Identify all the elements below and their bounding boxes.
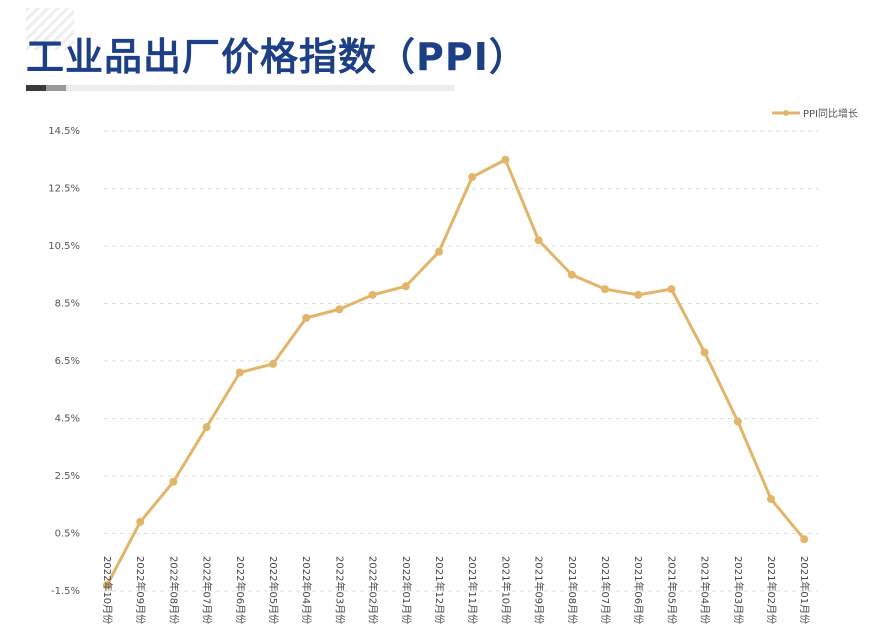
data-point[interactable] — [435, 247, 443, 256]
data-point[interactable] — [103, 581, 111, 590]
x-tick-label: 2021年10月份 — [499, 556, 512, 624]
x-tick-label: 2021年12月份 — [433, 556, 446, 624]
legend[interactable]: PPI同比增长 — [772, 107, 858, 120]
y-tick-label: 14.5% — [48, 126, 80, 137]
x-tick-label: 2022年05月份 — [267, 556, 280, 624]
x-axis-ticks: 2022年10月份 2022年09月份 2022年08月份 2022年07月份 2022… — [101, 556, 811, 624]
x-tick-label: 2022年08月份 — [167, 556, 180, 624]
data-point[interactable] — [767, 495, 775, 503]
y-tick-label: 2.5% — [55, 471, 80, 482]
data-point[interactable] — [136, 518, 145, 526]
series-line — [105, 158, 806, 586]
x-tick-label: 2021年02月份 — [765, 556, 778, 624]
data-point[interactable] — [202, 423, 211, 432]
data-point[interactable] — [800, 535, 809, 544]
decorative-hatch — [26, 8, 74, 50]
y-tick-label: 10.5% — [48, 241, 80, 252]
data-point[interactable] — [401, 282, 410, 291]
data-point[interactable] — [567, 270, 576, 279]
data-point[interactable] — [733, 417, 742, 426]
data-point[interactable] — [534, 236, 543, 245]
data-point[interactable] — [235, 368, 244, 377]
x-tick-label: 2021年09月份 — [533, 556, 546, 624]
x-tick-label: 2021年01月份 — [798, 556, 811, 624]
data-point[interactable] — [335, 305, 344, 314]
data-point[interactable] — [269, 359, 277, 368]
data-point[interactable] — [302, 313, 311, 322]
data-point[interactable] — [634, 290, 643, 299]
x-tick-label: 2021年04月份 — [699, 556, 712, 624]
grid-lines — [104, 130, 818, 592]
x-tick-label: 2022年07月份 — [201, 556, 214, 624]
y-tick-label: 4.5% — [55, 414, 80, 425]
y-tick-label: 6.5% — [55, 356, 80, 367]
data-point[interactable] — [368, 290, 377, 299]
y-axis-ticks: 14.5% 12.5% 10.5% 8.5% 6.5% 4.5% 2.5% 0.5% -1.5% — [48, 126, 80, 597]
y-tick-label: 8.5% — [55, 299, 80, 310]
data-point[interactable] — [700, 348, 709, 357]
x-tick-label: 2021年03月份 — [732, 556, 745, 624]
data-point[interactable] — [468, 173, 477, 181]
x-tick-label: 2022年04月份 — [300, 556, 313, 624]
x-tick-label: 2022年03月份 — [333, 556, 346, 624]
x-tick-label: 2021年11月份 — [466, 556, 479, 624]
x-tick-label: 2021年06月份 — [632, 556, 645, 624]
x-tick-label: 2022年06月份 — [234, 556, 247, 624]
title-underline — [26, 85, 454, 91]
page-title: 工业品出厂价格指数（PPI） — [26, 35, 528, 79]
title-underline-accent-grey — [46, 85, 66, 91]
x-tick-label: 2022年10月份 — [101, 556, 114, 624]
x-tick-label: 2022年09月份 — [134, 556, 147, 624]
y-tick-label: 12.5% — [48, 184, 80, 195]
series-layer — [103, 155, 809, 590]
x-tick-label: 2022年02月份 — [367, 556, 380, 624]
x-tick-label: 2022年01月份 — [400, 556, 413, 624]
data-point[interactable] — [501, 155, 510, 164]
x-tick-label: 2021年07月份 — [599, 556, 612, 624]
legend-marker — [783, 110, 789, 116]
data-point[interactable] — [169, 477, 178, 486]
y-tick-label: -1.5% — [51, 586, 80, 597]
title-underline-accent-dark — [26, 85, 46, 91]
data-point[interactable] — [667, 285, 676, 294]
legend-label: PPI同比增长 — [803, 107, 858, 120]
x-tick-label: 2021年05月份 — [665, 556, 678, 624]
x-tick-label: 2021年08月份 — [566, 556, 579, 624]
y-tick-label: 0.5% — [55, 529, 80, 540]
data-point[interactable] — [601, 285, 609, 294]
